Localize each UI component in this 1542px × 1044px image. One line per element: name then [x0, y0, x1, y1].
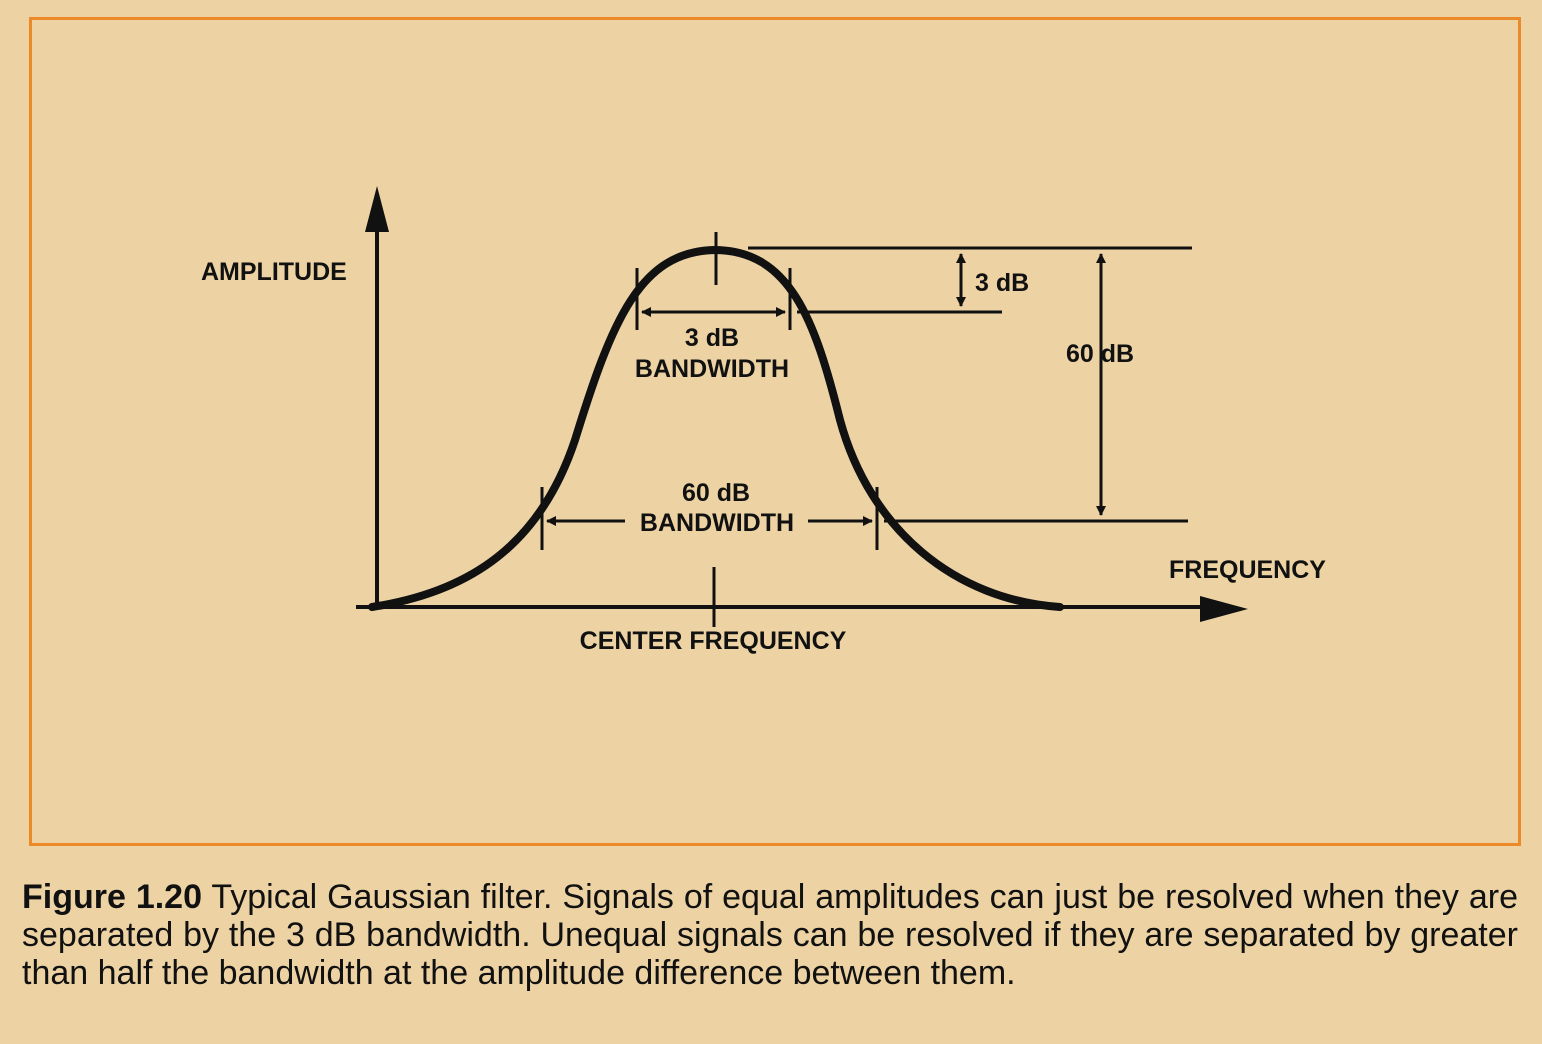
- figure-caption: Figure 1.20 Typical Gaussian filter. Sig…: [22, 878, 1518, 992]
- center-frequency-label: CENTER FREQUENCY: [580, 627, 847, 655]
- y-axis-arrowhead: [365, 186, 389, 232]
- caption-text: Typical Gaussian filter. Signals of equa…: [22, 878, 1519, 992]
- 60db-dimension-label: 60 dB: [1066, 340, 1134, 368]
- figure-frame: [29, 17, 1521, 846]
- y-axis-label: AMPLITUDE: [201, 258, 347, 286]
- gaussian-curve: [368, 245, 1064, 611]
- bw3-label-line2: BANDWIDTH: [635, 355, 789, 383]
- 3db-dimension-label: 3 dB: [975, 269, 1029, 297]
- bw60-label-line1: 60 dB: [682, 479, 750, 507]
- x-axis-label: FREQUENCY: [1169, 556, 1326, 584]
- bw3-label-line1: 3 dB: [685, 324, 739, 352]
- caption-figure-label: Figure 1.20: [22, 878, 203, 916]
- bw60-label-line2: BANDWIDTH: [640, 509, 794, 537]
- x-axis-arrowhead: [1200, 596, 1248, 622]
